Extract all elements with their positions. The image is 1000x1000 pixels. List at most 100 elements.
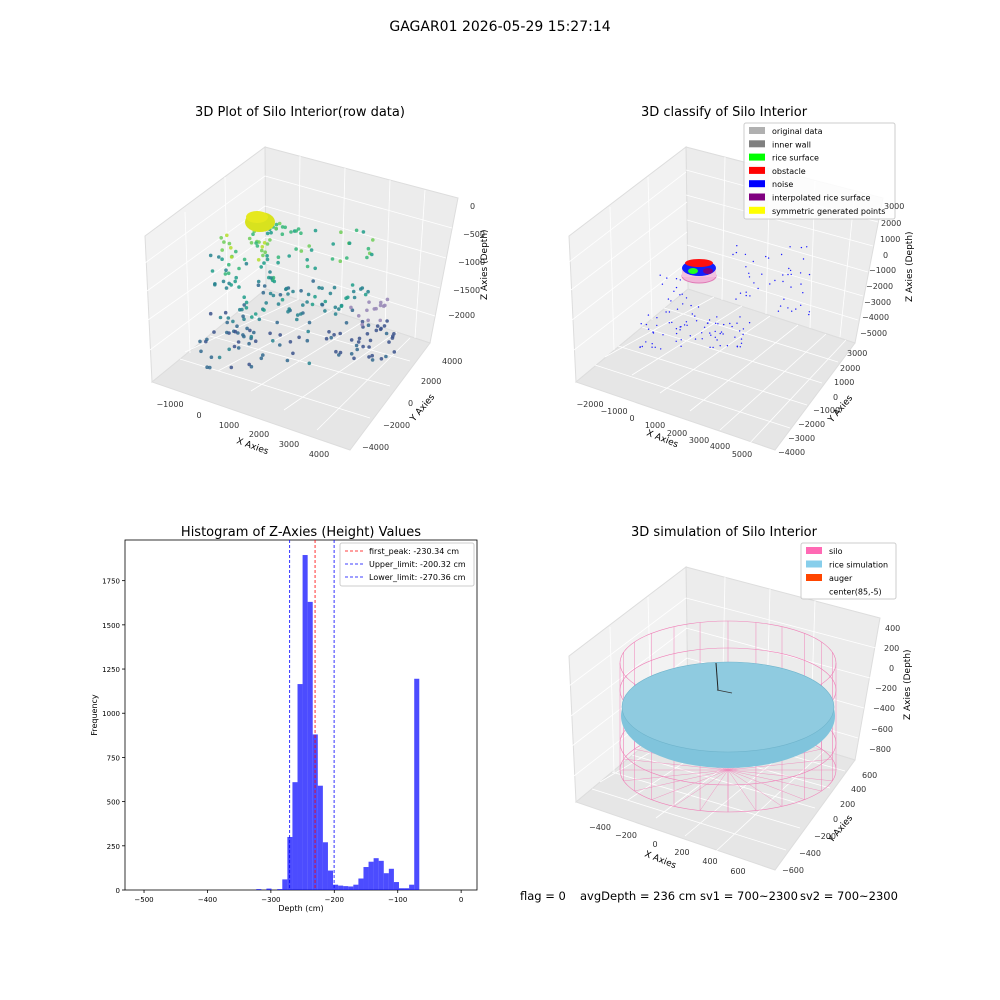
silo-spoke: [727, 769, 783, 807]
noise-point: [651, 343, 653, 345]
histogram-bar: [383, 873, 389, 890]
legend-swatch: [749, 140, 765, 148]
raw-point: [379, 357, 384, 361]
noise-point: [740, 338, 743, 340]
raw-point: [367, 300, 371, 304]
sim-x-tick: 400: [702, 857, 717, 866]
noise-point: [679, 326, 681, 328]
raw-point: [271, 293, 276, 298]
raw-point: [294, 247, 298, 251]
classify-z-tick: 1000: [880, 235, 900, 244]
raw-point: [329, 335, 334, 340]
noise-point: [752, 260, 754, 263]
raw-point: [333, 305, 338, 310]
histogram-x-label: Depth (cm): [278, 904, 323, 913]
classify-y-tick: −2000: [798, 420, 825, 429]
legend-label: original data: [772, 127, 823, 136]
noise-point: [802, 258, 805, 260]
histogram-bar: [409, 884, 415, 890]
raw-point: [220, 248, 224, 252]
raw-y-tick: 4000: [442, 357, 462, 366]
interpolated-surface-cluster: [703, 268, 713, 274]
histogram-x-tick-label: −300: [261, 896, 280, 904]
raw-point: [249, 364, 254, 369]
noise-point: [685, 297, 688, 299]
raw-y-tick: −2000: [383, 421, 410, 430]
raw-y-ticks: −4000 −2000 0 2000 4000: [362, 357, 462, 452]
raw-point: [338, 259, 343, 264]
raw-point: [225, 330, 229, 335]
legend-swatch: [749, 166, 765, 174]
histogram-bar: [317, 785, 323, 890]
histogram-bar: [282, 879, 288, 890]
classify-y-tick: −4000: [778, 448, 805, 457]
noise-point: [719, 332, 721, 335]
raw-point: [384, 331, 389, 336]
raw-point: [299, 249, 304, 253]
sim-z-tick: −600: [871, 725, 893, 734]
raw-point: [256, 283, 261, 288]
classify-x-tick: 5000: [732, 450, 752, 459]
noise-point: [790, 273, 792, 276]
raw-point: [251, 232, 255, 236]
raw-point: [382, 324, 387, 328]
sim-y-tick: 200: [840, 800, 855, 809]
raw-point: [355, 347, 360, 352]
raw-point: [247, 341, 251, 346]
legend-label: interpolated rice surface: [772, 194, 870, 203]
raw-point: [356, 314, 361, 318]
raw-point: [218, 315, 223, 320]
rice-surface-top: [621, 661, 835, 753]
raw-z-label: Z Axies (Depth): [480, 229, 490, 300]
histogram-legend-frame: [339, 542, 475, 587]
histogram-bar: [388, 868, 394, 890]
histogram-bar: [322, 842, 328, 890]
raw-point: [199, 349, 203, 354]
classify-noise-points: [639, 245, 811, 350]
classify-grid: [568, 156, 879, 446]
raw-point: [374, 306, 378, 311]
raw-point: [286, 309, 290, 314]
raw-point: [368, 338, 373, 343]
noise-point: [774, 279, 776, 282]
noise-point: [800, 246, 803, 249]
raw-point: [254, 241, 258, 245]
noise-point: [675, 278, 678, 280]
histogram-y-tick-label: 1500: [102, 622, 120, 630]
sim-x-tick: −200: [615, 831, 637, 840]
noise-point: [806, 246, 808, 248]
sim-z-tick: 200: [884, 644, 899, 653]
noise-point: [683, 324, 686, 326]
noise-point: [676, 308, 679, 310]
noise-point: [800, 283, 802, 285]
raw-point: [291, 289, 295, 294]
noise-point: [808, 313, 810, 316]
raw-point: [299, 312, 303, 316]
noise-point: [732, 253, 734, 256]
noise-point: [697, 306, 700, 308]
raw-point: [278, 293, 283, 297]
classify-legend: original data inner wall rice surface obsta…: [743, 122, 896, 220]
classify-z-tick: −1000: [869, 266, 896, 275]
raw-point: [221, 279, 226, 284]
raw-point: [261, 253, 265, 258]
noise-point: [748, 322, 751, 324]
raw-point: [236, 346, 241, 350]
noise-point: [641, 345, 643, 348]
noise-point: [735, 298, 737, 300]
raw-z-tick: −2000: [448, 311, 475, 320]
raw-point: [347, 241, 352, 245]
noise-point: [640, 323, 642, 325]
noise-point: [656, 317, 658, 319]
noise-point: [710, 334, 712, 336]
noise-point: [790, 286, 792, 288]
noise-point: [714, 330, 716, 333]
raw-point: [360, 319, 365, 324]
histogram-bar: [307, 601, 313, 890]
sim-x-tick: 600: [730, 867, 745, 876]
sim-z-tick: −400: [873, 704, 895, 713]
histogram-bar: [368, 861, 374, 890]
raw-point: [219, 236, 223, 240]
raw-point: [327, 330, 331, 334]
sim-z-tick: −200: [875, 684, 897, 693]
